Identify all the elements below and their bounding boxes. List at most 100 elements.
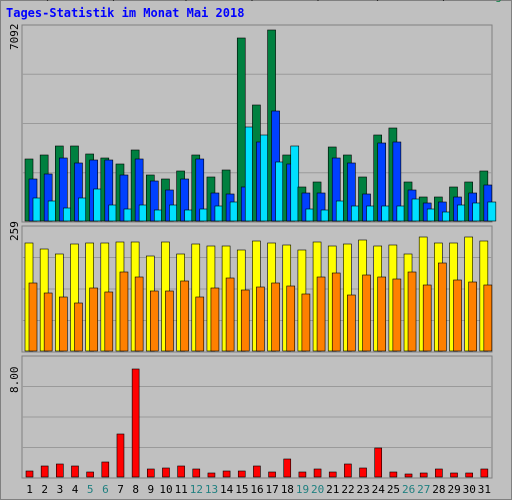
bar-rechner	[28, 282, 38, 352]
legend-separator: /	[317, 0, 324, 3]
x-tick-label: 23	[357, 483, 370, 496]
bar-volumen	[419, 472, 428, 478]
bar-rechner	[89, 287, 98, 352]
bar-seiten	[169, 204, 178, 222]
bar-seiten	[305, 208, 315, 222]
bar-seiten	[32, 197, 42, 222]
bar-rechner	[74, 302, 83, 352]
x-tick-label: 21	[326, 483, 339, 496]
bar-seiten	[108, 204, 118, 222]
bar-seiten	[290, 145, 300, 222]
x-tick-label: 25	[387, 483, 400, 496]
bar-volumen	[192, 468, 201, 478]
x-tick-label: 4	[72, 483, 79, 496]
bar-rechner	[468, 281, 477, 352]
bar-rechner	[271, 282, 280, 352]
x-tick-label: 18	[281, 483, 294, 496]
bar-volumen	[71, 465, 79, 478]
legend-separator: /	[185, 0, 192, 3]
bar-rechner	[210, 287, 220, 352]
legend-vol-out: Vol. Out	[132, 0, 185, 3]
bar-seiten	[472, 202, 481, 222]
bar-rechner	[134, 276, 144, 352]
bar-rechner	[422, 284, 432, 352]
bar-rechner	[119, 271, 129, 352]
x-tick-label: 14	[220, 483, 234, 496]
bar-seiten	[260, 134, 269, 222]
bar-rechner	[59, 296, 68, 352]
bar-rechner	[362, 274, 371, 352]
bar-seiten	[123, 208, 133, 222]
bar-rechner	[225, 277, 235, 352]
x-tick-label: 16	[250, 483, 263, 496]
bar-volumen	[131, 368, 140, 478]
bar-volumen	[283, 458, 292, 478]
bar-seiten	[335, 200, 345, 222]
bar-rechner	[43, 292, 53, 352]
legend-rechner: Rechner	[205, 0, 252, 3]
x-tick-label: 11	[175, 483, 188, 496]
bar-volumen	[25, 470, 34, 478]
chart-title: Tages-Statistik im Monat Mai 2018	[6, 6, 245, 20]
x-tick-label: 19	[296, 483, 309, 496]
x-tick-label: 30	[463, 483, 476, 496]
bar-volumen	[177, 465, 185, 478]
bar-volumen	[101, 461, 110, 478]
x-tick-label: 17	[266, 483, 279, 496]
bar-rechner	[453, 279, 462, 352]
legend-volumen: Volumen	[0, 0, 46, 3]
legend-dateien: Dateien	[396, 0, 442, 3]
legend-separator: /	[112, 0, 119, 3]
bar-volumen	[146, 468, 155, 478]
bar-seiten	[93, 188, 102, 222]
bar-rechner	[392, 278, 402, 352]
bar-volumen	[207, 472, 216, 478]
bar-volumen	[222, 470, 231, 478]
ymax-label: 7092	[8, 24, 21, 51]
bar-rechner	[286, 285, 296, 352]
bar-volumen	[359, 467, 367, 478]
bar-volumen	[86, 471, 94, 478]
x-tick-label: 31	[478, 483, 491, 496]
x-tick-label: 29	[447, 483, 460, 496]
x-tick-label: 6	[102, 483, 109, 496]
bar-rechner	[180, 280, 189, 352]
x-tick-label: 13	[205, 483, 218, 496]
legend-separator: /	[46, 0, 53, 3]
x-tick-label: 28	[432, 483, 445, 496]
bar-volumen	[435, 468, 443, 478]
bar-rechner	[165, 290, 174, 352]
bar-seiten	[199, 208, 209, 222]
bar-rechner	[438, 262, 447, 352]
bar-seiten	[47, 200, 57, 222]
x-tick-label: 1	[26, 483, 33, 496]
x-tick-label: 2	[41, 483, 48, 496]
bar-seiten	[457, 204, 466, 222]
bar-volumen	[253, 465, 261, 478]
bar-volumen	[374, 447, 383, 478]
bar-seiten	[320, 209, 330, 222]
bar-rechner	[377, 276, 387, 352]
ymax-label: 259	[8, 221, 21, 241]
bar-volumen	[268, 471, 276, 478]
bar-rechner	[256, 286, 265, 352]
legend-vol-in: Vol. In	[66, 0, 112, 3]
bar-volumen	[40, 465, 49, 478]
bar-volumen	[313, 468, 322, 478]
bar-rechner	[301, 293, 311, 352]
bar-seiten	[487, 201, 497, 222]
x-tick-label: 3	[57, 483, 64, 496]
bar-seiten	[351, 205, 360, 222]
bar-seiten	[442, 211, 451, 222]
bar-rechner	[407, 271, 417, 352]
bar-seiten	[78, 197, 87, 222]
legend-separator: /	[251, 0, 258, 3]
legend-separator: /	[376, 0, 383, 3]
bar-rechner	[104, 291, 114, 352]
bar-seiten	[244, 126, 254, 222]
x-tick-label: 20	[311, 483, 324, 496]
x-tick-label: 26	[402, 483, 415, 496]
ymax-label: 8.00	[8, 367, 21, 394]
x-tick-label: 24	[372, 483, 386, 496]
